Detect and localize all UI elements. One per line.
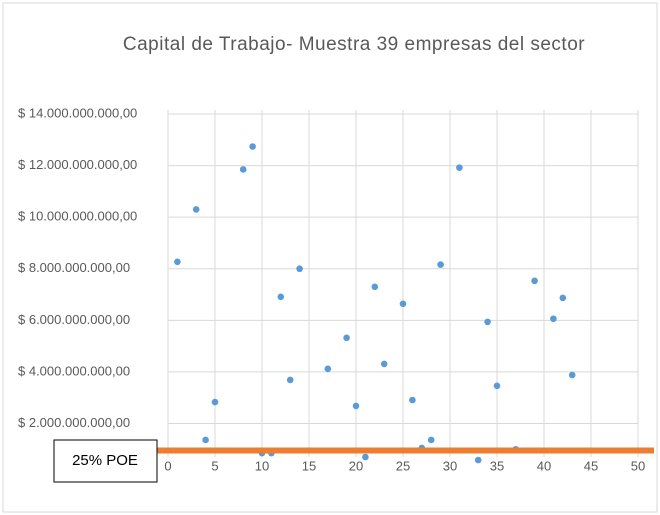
x-tick-label: 45 — [584, 458, 598, 473]
data-point — [211, 398, 219, 406]
data-point — [427, 436, 435, 444]
data-point — [409, 396, 416, 404]
x-tick-label: 10 — [255, 458, 269, 473]
x-tick-label: 40 — [537, 458, 551, 473]
data-point — [371, 283, 379, 291]
data-point — [493, 382, 501, 390]
x-tick-label: 35 — [490, 458, 504, 473]
chart-title: Capital de Trabajo- Muestra 39 empresas … — [123, 34, 585, 55]
x-tick-label: 30 — [443, 458, 457, 473]
data-point — [399, 300, 407, 308]
y-tick-label: $ 14.000.000.000,00 — [18, 105, 137, 120]
data-point — [202, 436, 209, 444]
y-tick-label: $ 8.000.000.000,00 — [18, 260, 130, 275]
data-point — [324, 365, 332, 373]
data-point — [474, 456, 482, 464]
x-tick-label: 5 — [211, 458, 218, 473]
y-tick-label: $ 4.000.000.000,00 — [18, 363, 130, 378]
data-point — [456, 164, 463, 171]
x-tick-label: 15 — [302, 458, 316, 473]
data-point — [296, 265, 303, 273]
data-point — [550, 315, 557, 323]
data-point — [437, 261, 444, 268]
y-tick-label: $ 12.000.000.000,00 — [18, 157, 137, 172]
data-point — [286, 376, 294, 384]
data-point — [559, 294, 567, 302]
data-point — [249, 143, 256, 150]
data-point — [239, 166, 247, 173]
y-tick-label: $ 6.000.000.000,00 — [18, 312, 130, 327]
y-tick-label: $ 10.000.000.000,00 — [18, 209, 137, 224]
data-point — [362, 453, 369, 461]
annotation-label: 25% POE — [72, 452, 138, 469]
data-point — [174, 258, 181, 266]
data-point — [531, 277, 538, 285]
data-point — [380, 360, 388, 368]
x-tick-label: 20 — [349, 458, 363, 473]
data-point — [192, 206, 200, 213]
data-point — [343, 334, 350, 342]
data-point — [352, 402, 360, 410]
data-point — [568, 371, 576, 379]
y-tick-label: $ 2.000.000.000,00 — [18, 415, 130, 430]
data-point — [484, 318, 491, 326]
data-point — [277, 293, 285, 301]
x-tick-label: 0 — [164, 458, 171, 473]
annotation-box — [53, 439, 158, 483]
x-tick-label: 50 — [631, 458, 645, 473]
x-tick-label: 25 — [396, 458, 410, 473]
